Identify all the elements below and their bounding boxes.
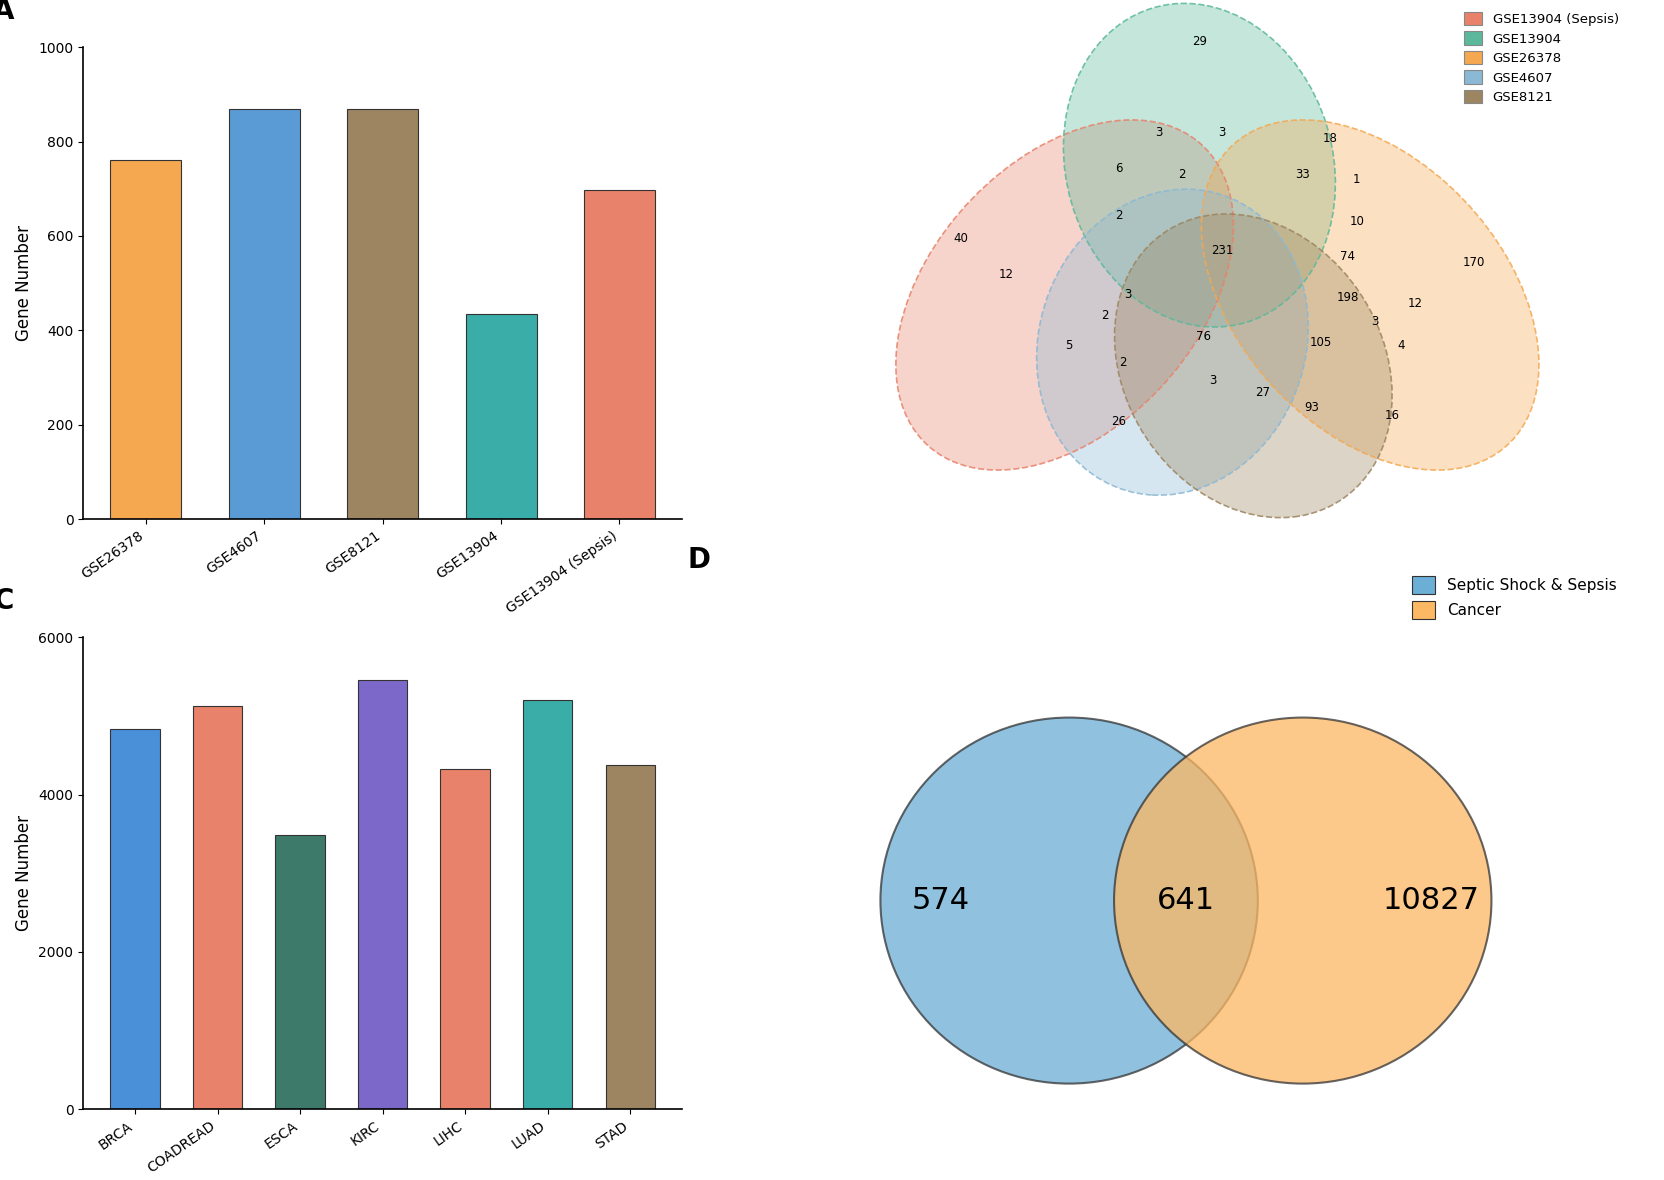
Ellipse shape bbox=[1037, 189, 1308, 496]
Bar bbox=[230, 109, 300, 519]
Text: 3: 3 bbox=[1218, 126, 1226, 139]
Bar bbox=[348, 109, 418, 519]
Bar bbox=[193, 707, 243, 1109]
Bar bbox=[606, 765, 656, 1109]
Ellipse shape bbox=[880, 717, 1258, 1083]
Bar bbox=[110, 159, 181, 519]
Y-axis label: Gene Number: Gene Number bbox=[15, 815, 33, 931]
Text: 10: 10 bbox=[1350, 215, 1364, 228]
Text: 170: 170 bbox=[1463, 256, 1484, 269]
Text: 33: 33 bbox=[1295, 168, 1310, 181]
Text: 1: 1 bbox=[1353, 173, 1361, 186]
Ellipse shape bbox=[1115, 214, 1393, 518]
Bar bbox=[584, 190, 656, 519]
Text: 26: 26 bbox=[1112, 415, 1127, 428]
Text: 76: 76 bbox=[1196, 329, 1211, 343]
Text: 4: 4 bbox=[1398, 339, 1406, 352]
Text: 29: 29 bbox=[1191, 34, 1206, 48]
Bar bbox=[276, 834, 324, 1109]
Text: 12: 12 bbox=[1408, 297, 1423, 310]
Text: 10827: 10827 bbox=[1383, 886, 1479, 914]
Text: 40: 40 bbox=[953, 232, 968, 245]
Text: 105: 105 bbox=[1310, 335, 1331, 349]
Text: 2: 2 bbox=[1115, 209, 1122, 222]
Text: 16: 16 bbox=[1384, 409, 1399, 422]
Text: 3: 3 bbox=[1123, 288, 1132, 302]
Text: 574: 574 bbox=[912, 886, 970, 914]
Text: 6: 6 bbox=[1115, 162, 1122, 175]
Text: D: D bbox=[687, 546, 711, 573]
Text: 93: 93 bbox=[1305, 400, 1320, 414]
Bar bbox=[358, 680, 408, 1109]
Text: 3: 3 bbox=[1210, 374, 1216, 387]
Text: A: A bbox=[0, 0, 15, 25]
Ellipse shape bbox=[895, 120, 1233, 470]
Legend: Septic Shock & Sepsis, Cancer: Septic Shock & Sepsis, Cancer bbox=[1406, 570, 1622, 625]
Text: 5: 5 bbox=[1065, 339, 1073, 352]
Text: C: C bbox=[0, 586, 13, 615]
Bar bbox=[466, 314, 536, 519]
Ellipse shape bbox=[1201, 120, 1539, 470]
Legend: GSE13904 (Sepsis), GSE13904, GSE26378, GSE4607, GSE8121: GSE13904 (Sepsis), GSE13904, GSE26378, G… bbox=[1458, 7, 1624, 110]
Text: 74: 74 bbox=[1340, 250, 1354, 263]
Text: 2: 2 bbox=[1120, 356, 1127, 369]
Bar bbox=[110, 729, 160, 1109]
Text: 2: 2 bbox=[1102, 309, 1108, 322]
Text: 12: 12 bbox=[998, 268, 1013, 281]
Bar bbox=[441, 768, 489, 1109]
Text: 198: 198 bbox=[1336, 291, 1359, 304]
Text: 3: 3 bbox=[1371, 315, 1378, 328]
Text: 18: 18 bbox=[1323, 132, 1338, 145]
Text: 27: 27 bbox=[1255, 386, 1270, 399]
Text: 641: 641 bbox=[1156, 886, 1215, 914]
Text: 3: 3 bbox=[1155, 126, 1163, 139]
Bar bbox=[522, 700, 572, 1109]
Ellipse shape bbox=[1115, 717, 1491, 1083]
Ellipse shape bbox=[1063, 4, 1336, 327]
Text: 2: 2 bbox=[1178, 168, 1185, 181]
Text: 231: 231 bbox=[1211, 244, 1233, 257]
Y-axis label: Gene Number: Gene Number bbox=[15, 225, 33, 341]
